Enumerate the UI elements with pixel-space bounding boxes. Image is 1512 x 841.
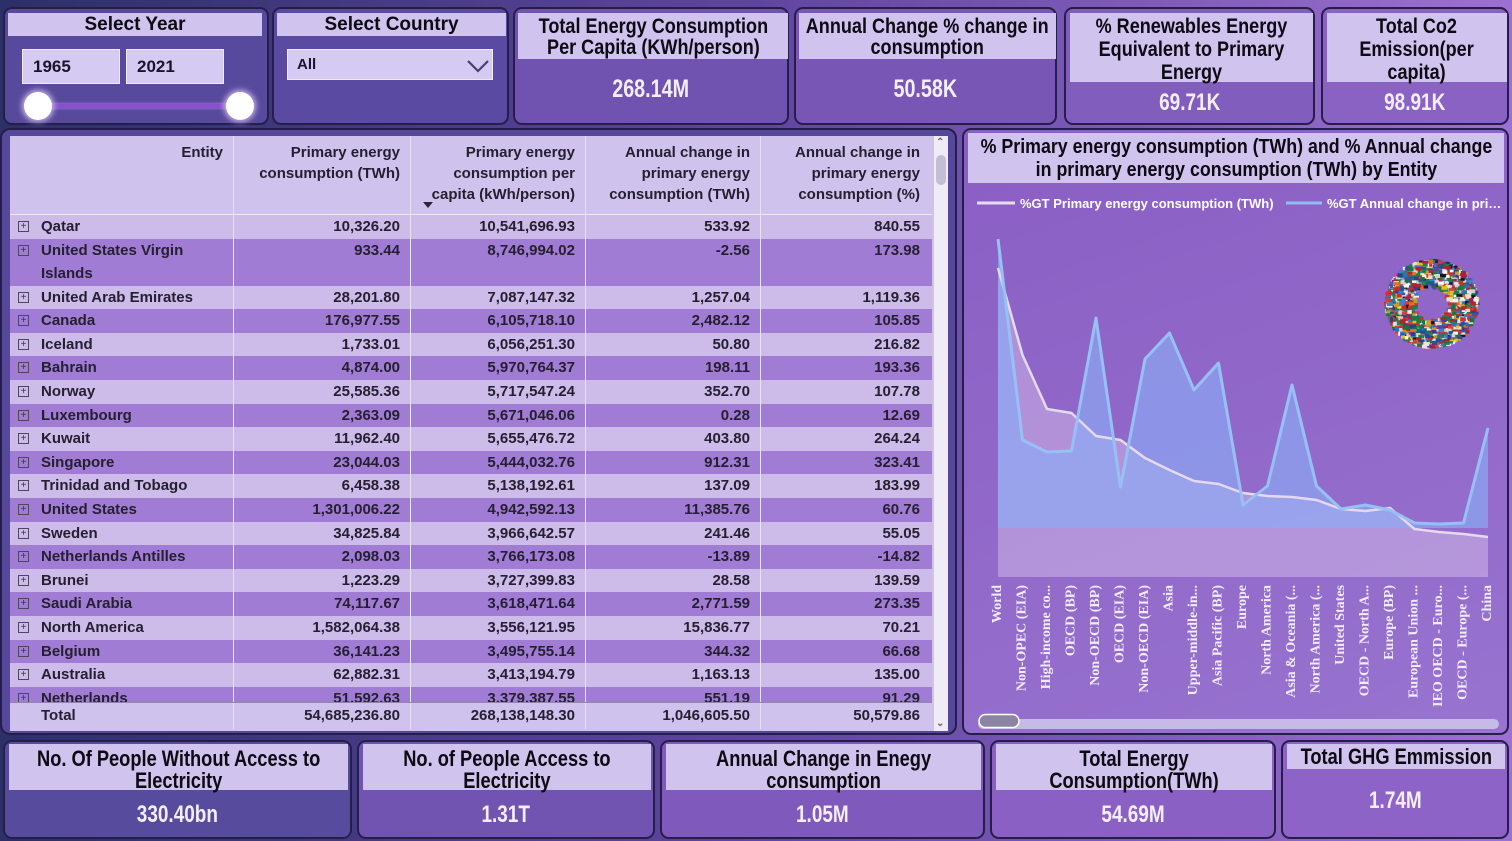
svg-text:North America: North America xyxy=(1260,585,1275,675)
svg-text:European Union ...: European Union ... xyxy=(1407,585,1422,698)
svg-text:Upper-middle-in...: Upper-middle-in... xyxy=(1186,585,1201,695)
svg-text:Non-OECD (EIA): Non-OECD (EIA) xyxy=(1137,585,1152,693)
svg-text:OECD (EIA): OECD (EIA) xyxy=(1113,585,1128,664)
svg-text:OECD - North A...: OECD - North A... xyxy=(1358,585,1373,696)
svg-text:Asia & Oceania (...: Asia & Oceania (... xyxy=(1284,585,1299,698)
svg-text:China: China xyxy=(1480,585,1495,622)
svg-text:United States: United States xyxy=(1333,584,1348,664)
svg-text:North America (...: North America (... xyxy=(1309,585,1324,693)
svg-text:Non-OECD (BP): Non-OECD (BP) xyxy=(1088,585,1103,686)
svg-text:Non-OPEC (EIA): Non-OPEC (EIA) xyxy=(1015,585,1030,692)
svg-text:Asia Pacific (BP): Asia Pacific (BP) xyxy=(1211,585,1226,686)
svg-text:World: World xyxy=(990,585,1005,623)
svg-text:Europe: Europe xyxy=(1235,585,1250,629)
svg-text:OECD (BP): OECD (BP) xyxy=(1064,585,1079,657)
svg-text:IEO OECD - Euro...: IEO OECD - Euro... xyxy=(1431,585,1446,707)
svg-text:OECD - Europe (...: OECD - Europe (... xyxy=(1456,585,1471,700)
svg-text:Asia: Asia xyxy=(1162,585,1177,611)
svg-text:Europe (BP): Europe (BP) xyxy=(1382,585,1397,660)
svg-text:%GT Annual change in pri…: %GT Annual change in pri… xyxy=(1327,196,1501,211)
svg-text:High-income co...: High-income co... xyxy=(1039,585,1054,689)
svg-text:%GT Primary energy consumption: %GT Primary energy consumption (TWh) xyxy=(1020,196,1274,211)
